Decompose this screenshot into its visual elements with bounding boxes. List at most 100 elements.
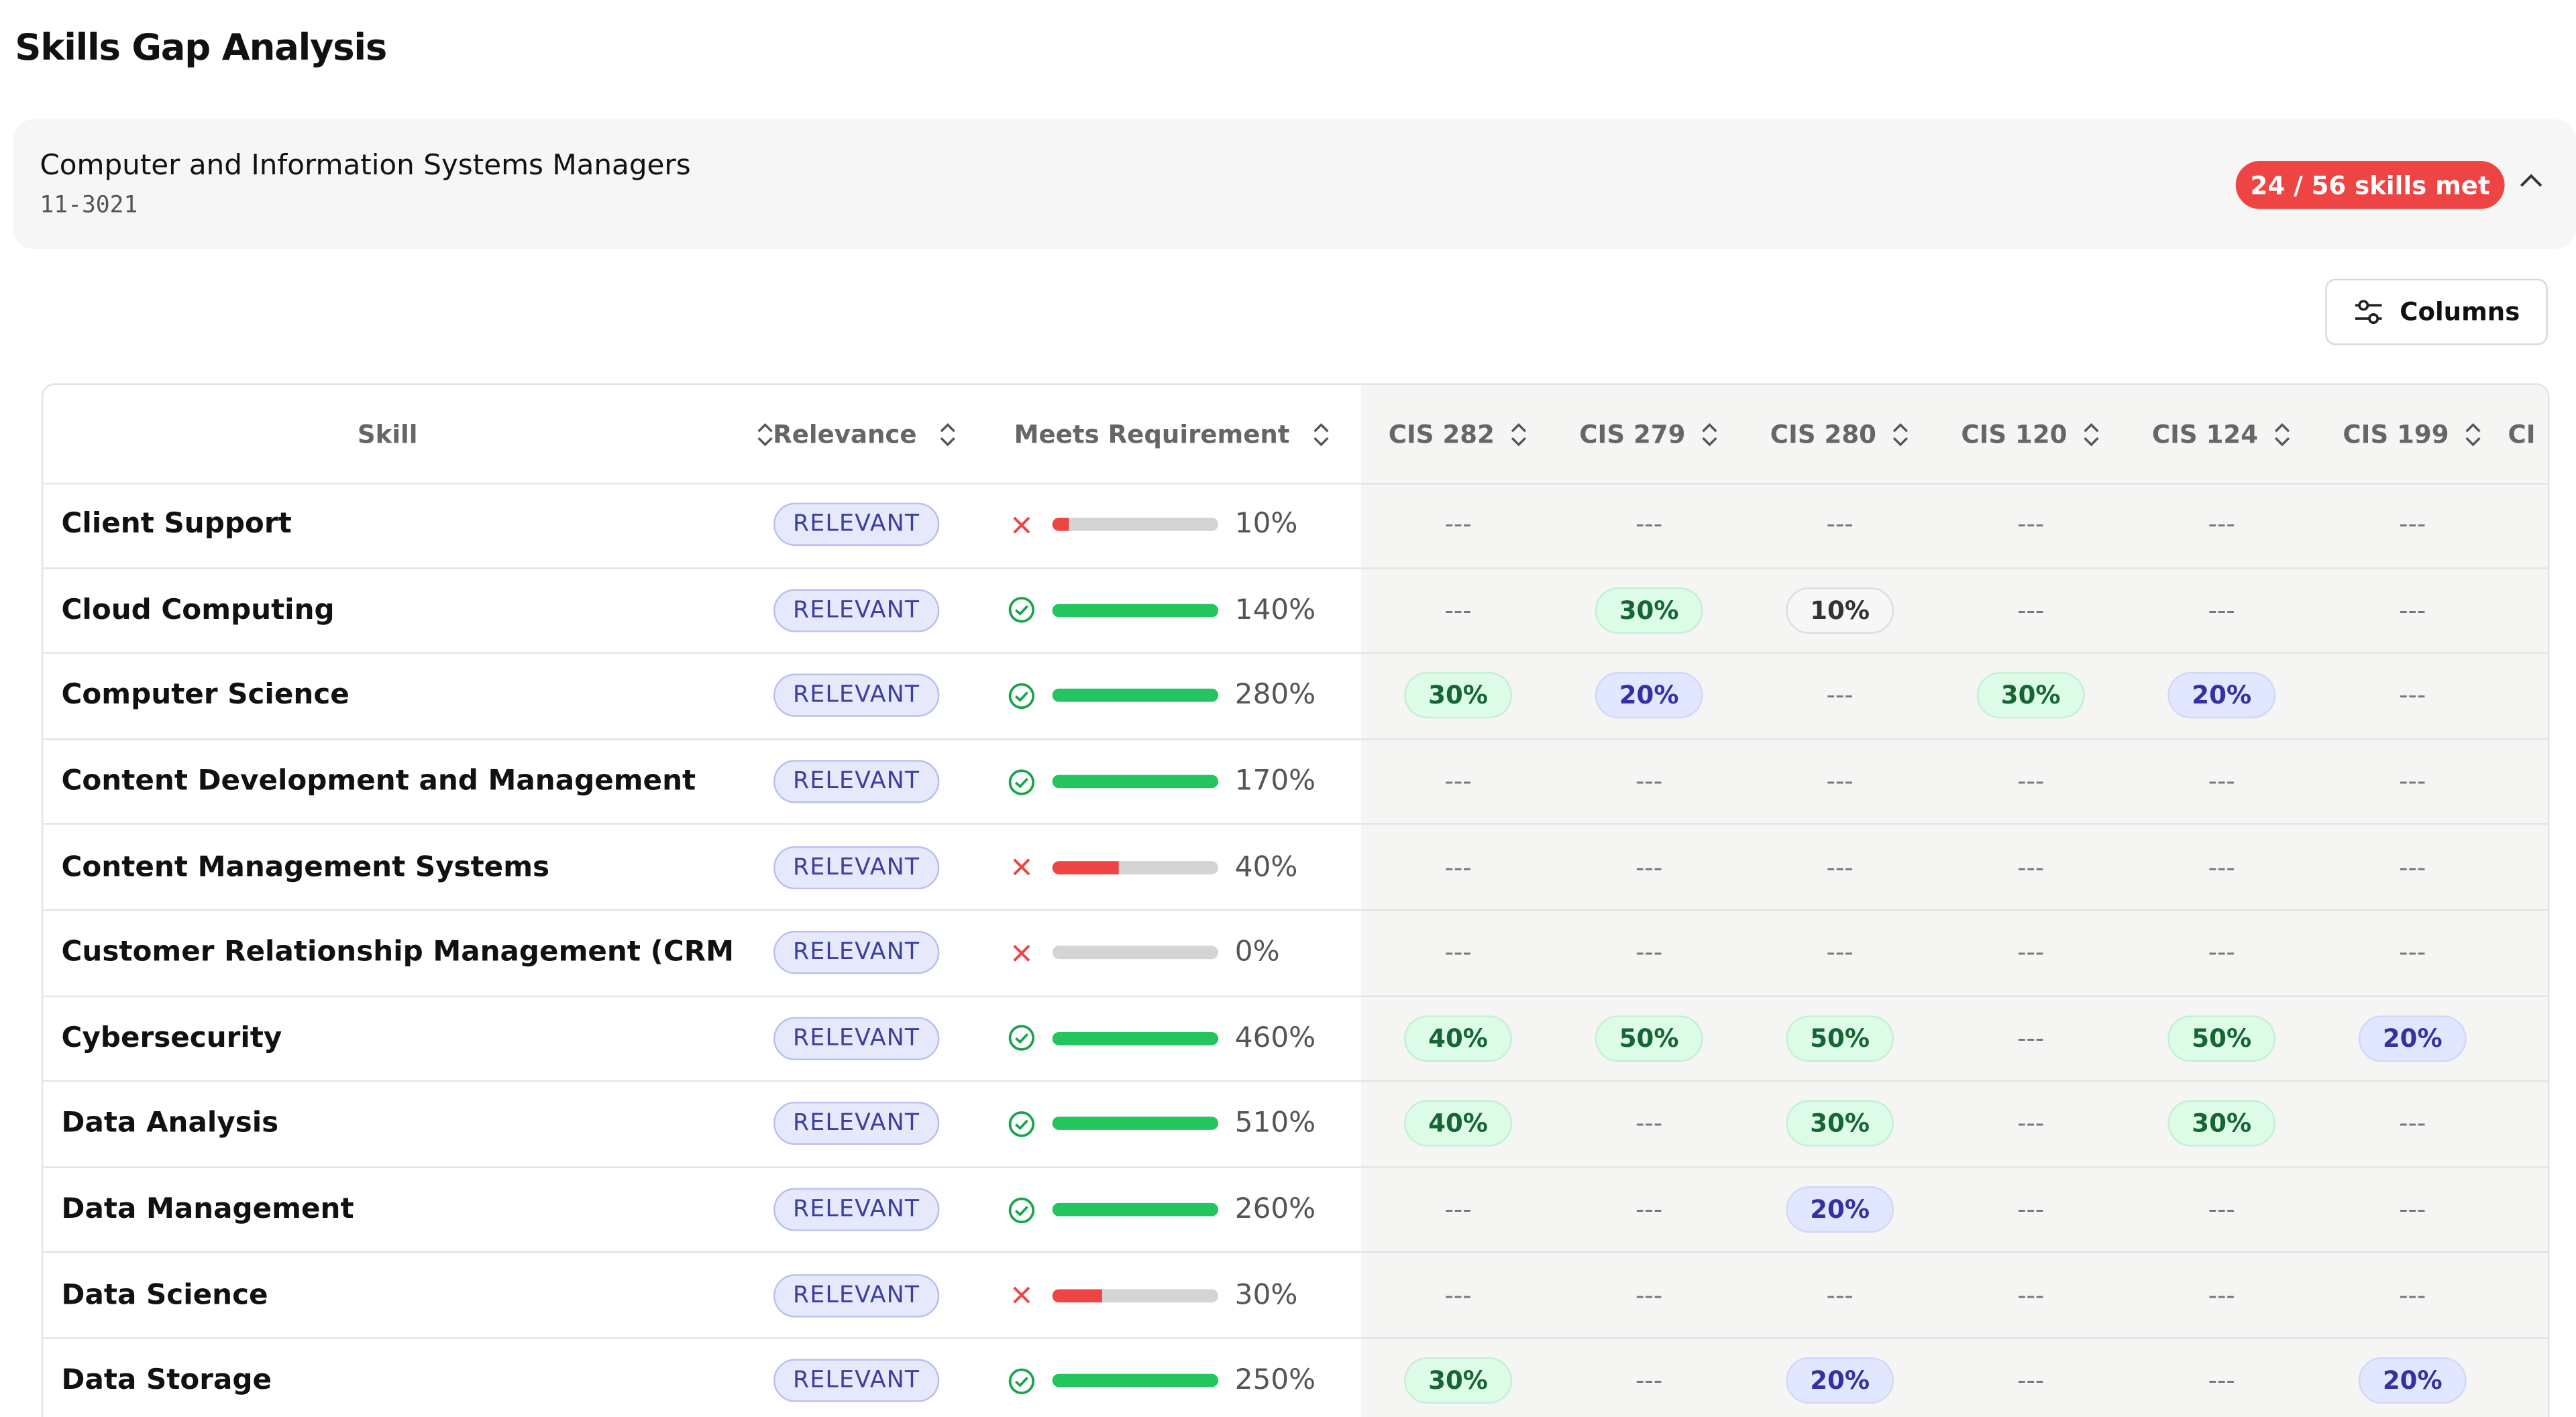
sort-icon[interactable] (1893, 420, 1910, 447)
course-cell: 20% (2317, 1015, 2508, 1062)
course-cell: 20% (1744, 1186, 1935, 1233)
table-row: Data Analysis RELEVANT 510% 40% --- 30% --- 30%… (43, 1082, 2548, 1168)
meets-cell: 460% (981, 1022, 1362, 1055)
meets-cell: 280% (981, 679, 1362, 713)
empty-value: --- (2017, 1194, 2045, 1225)
progress-fill (1052, 1288, 1102, 1302)
skill-name: Data Management (61, 1193, 354, 1227)
course-cell: --- (1362, 1280, 1554, 1310)
relevance-cell: RELEVANT (732, 1273, 981, 1317)
empty-value: --- (2017, 852, 2045, 883)
occupation-code: 11-3021 (40, 192, 138, 219)
course-header[interactable]: CIS 124 (2126, 419, 2317, 449)
coverage-chip: 20% (1785, 1186, 1895, 1233)
course-cell: --- (1935, 767, 2127, 797)
skill-name: Cybersecurity (61, 1021, 282, 1056)
progress-track (1052, 1374, 1219, 1388)
empty-value: --- (1444, 595, 1472, 626)
relevance-header[interactable]: Relevance (732, 419, 981, 449)
columns-icon (2355, 300, 2382, 325)
collapse-icon[interactable] (2520, 172, 2543, 189)
course-header[interactable]: CIS 120 (1935, 419, 2127, 449)
relevance-tag: RELEVANT (773, 1273, 941, 1317)
course-cell: 30% (1362, 1357, 1554, 1404)
empty-value: --- (1635, 1366, 1663, 1396)
progress-fill (1052, 860, 1119, 874)
coverage-chip: 30% (2167, 1100, 2277, 1147)
meets-percent: 170% (1234, 764, 1316, 799)
course-header[interactable]: CI (2508, 419, 2548, 449)
occupation-name: Computer and Information Systems Manager… (40, 149, 691, 183)
sort-icon[interactable] (2465, 420, 2482, 447)
skill-name: Cloud Computing (61, 593, 335, 627)
course-cell: --- (2126, 1280, 2317, 1310)
course-cell: --- (1362, 1195, 1554, 1225)
skill-header[interactable]: Skill (357, 418, 418, 449)
course-area (1360, 385, 2548, 1417)
columns-label: Columns (2400, 296, 2520, 327)
relevance-tag: RELEVANT (773, 846, 941, 889)
course-cell: --- (2126, 596, 2317, 626)
relevance-tag: RELEVANT (773, 1017, 941, 1060)
meets-cell: 140% (981, 593, 1362, 627)
relevance-cell: RELEVANT (732, 760, 981, 803)
table-row: Customer Relationship Management (CRM) RE… (43, 911, 2548, 997)
meets-percent: 40% (1234, 850, 1298, 884)
columns-button[interactable]: Columns (2325, 278, 2548, 345)
course-cell: 40% (1362, 1015, 1554, 1062)
empty-value: --- (2208, 1366, 2235, 1396)
sort-icon[interactable] (2275, 420, 2292, 447)
unmet-icon (1013, 944, 1030, 962)
course-cell: --- (2126, 938, 2317, 968)
coverage-chip: 10% (1785, 587, 1895, 634)
meets-cell: 10% (981, 508, 1362, 541)
course-cell: --- (1362, 767, 1554, 797)
course-header[interactable]: CIS 280 (1744, 419, 1935, 449)
table-row: Computer Science RELEVANT 280% 30% 20% --- 30%… (43, 654, 2548, 740)
unmet-icon (1013, 858, 1030, 876)
relevance-tag: RELEVANT (773, 503, 941, 547)
course-cell: --- (1362, 938, 1554, 968)
coverage-chip: 20% (1785, 1357, 1895, 1404)
skill-name: Content Development and Management (61, 764, 696, 799)
course-cell: --- (1935, 510, 2127, 540)
sort-icon[interactable] (756, 420, 773, 447)
course-cell: --- (1744, 1280, 1935, 1310)
course-label: CIS 124 (2151, 418, 2259, 449)
empty-value: --- (1826, 1280, 1854, 1310)
course-cell: --- (2126, 1366, 2317, 1396)
relevance-tag: RELEVANT (773, 1102, 941, 1146)
coverage-chip: 30% (1403, 673, 1513, 720)
progress-fill (1052, 689, 1219, 703)
course-label: CIS 120 (1961, 418, 2068, 449)
sort-icon[interactable] (1511, 420, 1528, 447)
sort-icon[interactable] (1313, 420, 1330, 447)
empty-value: --- (2208, 767, 2235, 797)
empty-value: --- (1444, 767, 1472, 797)
sort-icon[interactable] (2084, 420, 2100, 447)
course-header[interactable]: CIS 199 (2317, 419, 2508, 449)
empty-value: --- (2017, 1023, 2045, 1054)
course-header[interactable]: CIS 282 (1362, 419, 1554, 449)
relevance-tag: RELEVANT (773, 674, 941, 718)
occupation-card[interactable]: Computer and Information Systems Manager… (13, 119, 2576, 249)
empty-value: --- (1635, 938, 1663, 968)
meets-header[interactable]: Meets Requirement (981, 419, 1362, 449)
sort-icon[interactable] (940, 420, 957, 447)
skill-name: Data Analysis (61, 1107, 279, 1141)
empty-value: --- (2017, 510, 2045, 540)
relevance-tag: RELEVANT (773, 931, 941, 975)
course-header[interactable]: CIS 279 (1554, 419, 1745, 449)
empty-value: --- (2208, 510, 2235, 540)
course-cell: --- (2317, 1280, 2508, 1310)
unmet-icon (1013, 1287, 1030, 1304)
sort-icon[interactable] (1702, 420, 1719, 447)
course-cell: --- (2126, 767, 2317, 797)
empty-value: --- (2399, 595, 2426, 626)
empty-value: --- (1826, 681, 1854, 712)
course-cell: --- (2317, 938, 2508, 968)
header-row: Skill Relevance Meets Requirement CIS 282 CI… (43, 385, 2548, 485)
course-cell: --- (1935, 596, 2127, 626)
empty-value: --- (2208, 595, 2235, 626)
course-cell: 10% (1744, 587, 1935, 634)
